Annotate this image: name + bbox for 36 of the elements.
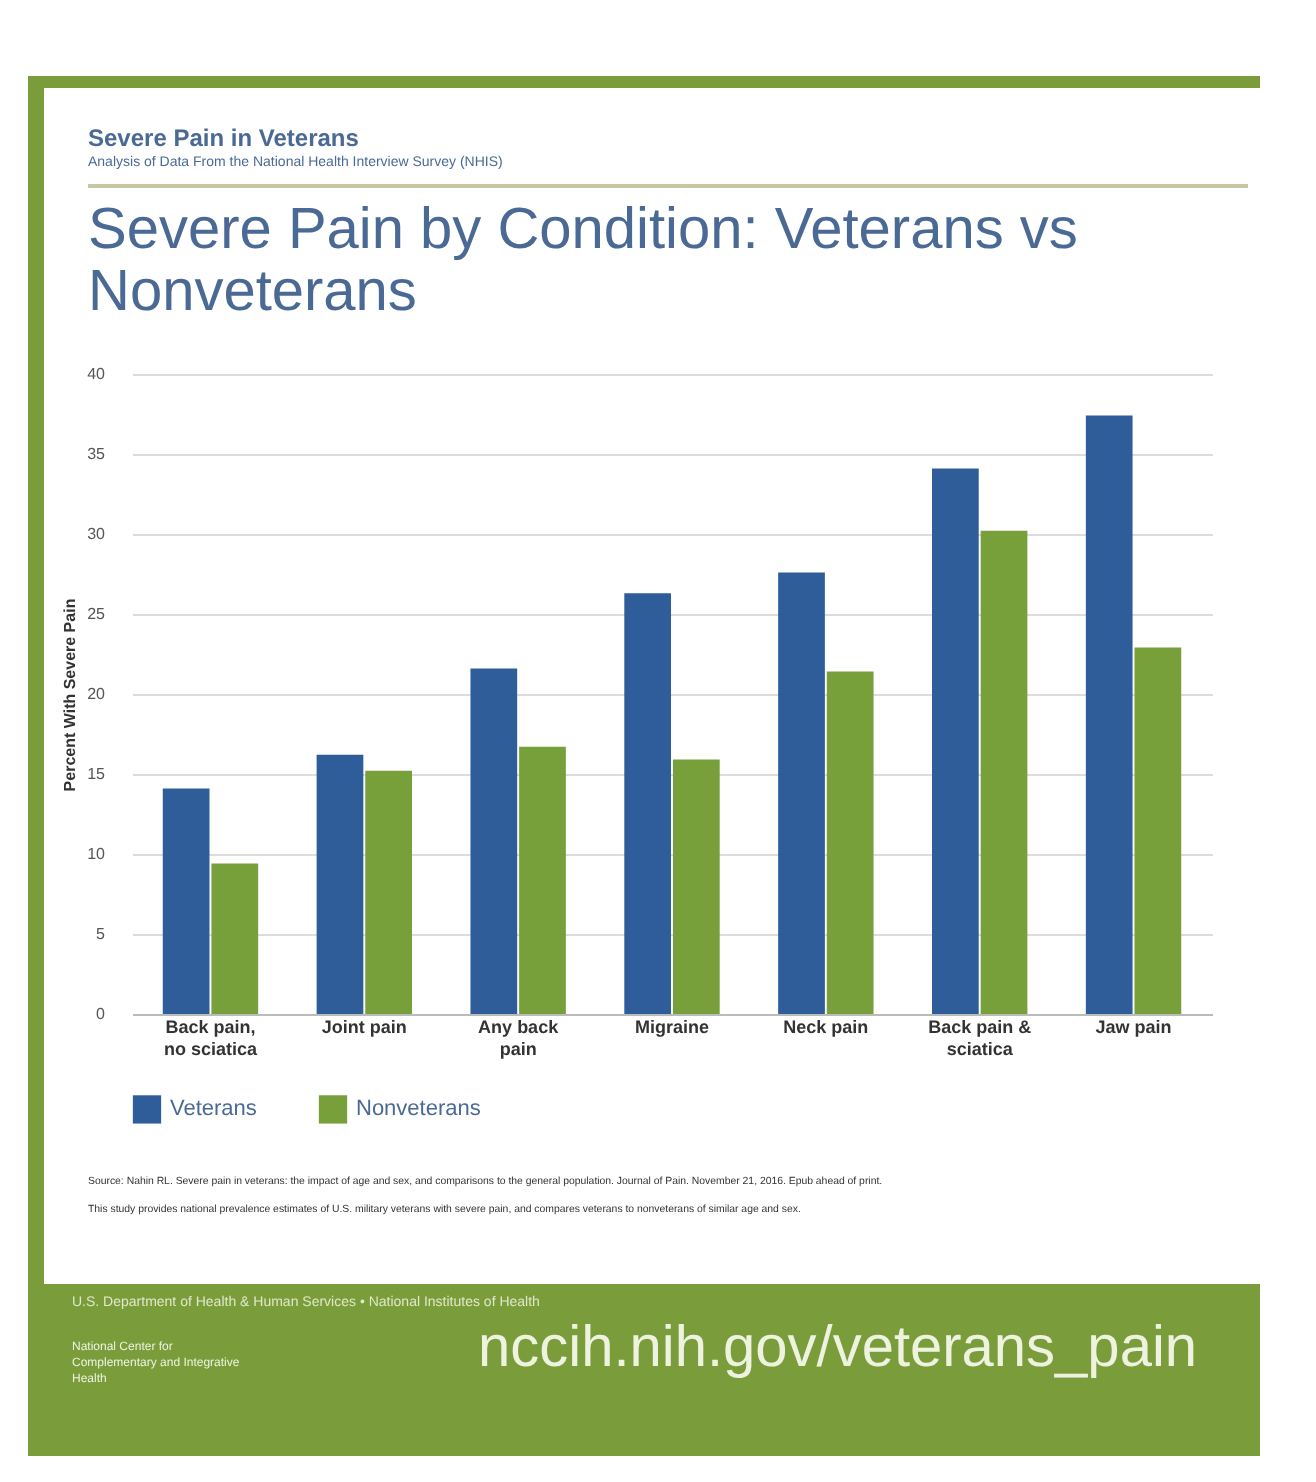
bar: [778, 572, 825, 1014]
bar: [672, 759, 720, 1014]
bar: [932, 468, 979, 1014]
text: Severe Pain in Veterans: [88, 124, 359, 152]
x-tick-label: Jaw pain: [1095, 1017, 1172, 1037]
y-tick-label: 25: [87, 605, 107, 623]
y-tick-label: 5: [96, 925, 107, 943]
bar: [211, 863, 259, 1014]
bar: [365, 770, 412, 1014]
bar: [826, 671, 874, 1014]
bar: [316, 754, 364, 1014]
y-tick-label: 20: [87, 685, 107, 703]
text: nccih.nih.gov/veterans_pain: [478, 1316, 1198, 1382]
bar: [1134, 647, 1182, 1014]
bar: [1085, 415, 1133, 1014]
x-tick-label: Any back pain: [478, 1017, 561, 1059]
x-tick-label: Back pain, no sciatica: [163, 1017, 259, 1059]
bar: [470, 668, 518, 1014]
y-tick-label: 0: [96, 1005, 107, 1023]
bar: [162, 788, 210, 1014]
y-tick-label: 15: [87, 765, 107, 783]
y-tick-label: 30: [87, 525, 107, 543]
y-tick-label: 40: [87, 365, 107, 383]
y-tick-label: 10: [87, 845, 107, 863]
legend-label: Nonveterans: [356, 1097, 482, 1122]
y-axis-title: Percent With Severe Pain: [61, 598, 80, 792]
x-tick-label: Back pain & sciatica: [928, 1017, 1033, 1059]
bar: [624, 593, 672, 1014]
chart-title: Severe Pain by Condition: Veterans vs Nonveterans: [88, 198, 1080, 324]
x-tick-label: Neck pain: [783, 1017, 869, 1037]
y-tick-label: 35: [87, 445, 107, 463]
bar: [980, 530, 1028, 1014]
bar: [519, 746, 566, 1014]
x-tick-label: Migraine: [634, 1017, 710, 1037]
legend-label: Veterans: [170, 1097, 258, 1122]
x-tick-label: Joint pain: [321, 1017, 407, 1037]
